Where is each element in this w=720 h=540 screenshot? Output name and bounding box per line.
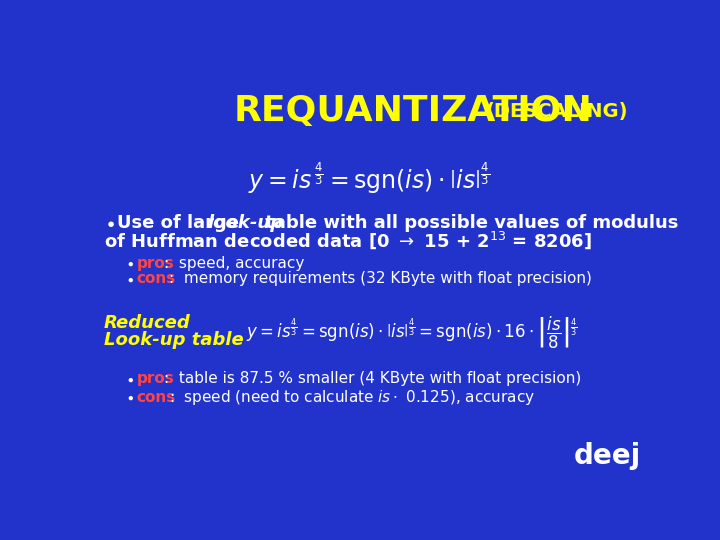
Text: $y = is^{\frac{4}{3}} = \mathrm{sgn}(is) \cdot \left|is\right|^{\frac{4}{3}} = \: $y = is^{\frac{4}{3}} = \mathrm{sgn}(is)… xyxy=(246,315,577,351)
Text: $\bullet$: $\bullet$ xyxy=(125,372,134,387)
Text: $y = is^{\,\frac{4}{3}} = \mathrm{sgn}(is) \cdot \left|is\right|^{\frac{4}{3}}$: $y = is^{\,\frac{4}{3}} = \mathrm{sgn}(i… xyxy=(248,161,490,197)
Text: :  speed, accuracy: : speed, accuracy xyxy=(164,256,305,271)
Text: Use of large: Use of large xyxy=(117,214,246,232)
Text: cons: cons xyxy=(137,272,176,286)
Text: $\bullet$: $\bullet$ xyxy=(104,213,115,232)
Text: $\bullet$: $\bullet$ xyxy=(125,272,134,286)
Text: pros: pros xyxy=(137,256,174,271)
Text: :  memory requirements (32 KByte with float precision): : memory requirements (32 KByte with flo… xyxy=(169,272,592,286)
Text: REQUANTIZATION: REQUANTIZATION xyxy=(233,94,593,128)
Text: $\bullet$: $\bullet$ xyxy=(125,256,134,271)
Text: deej: deej xyxy=(574,442,642,470)
Text: Look-up table: Look-up table xyxy=(104,332,243,349)
Text: look-up: look-up xyxy=(208,214,284,232)
Text: (DESCALING): (DESCALING) xyxy=(485,102,628,120)
Text: pros: pros xyxy=(137,372,174,387)
Text: :  table is 87.5 % smaller (4 KByte with float precision): : table is 87.5 % smaller (4 KByte with … xyxy=(164,372,582,387)
Text: table with all possible values of modulus: table with all possible values of modulu… xyxy=(259,214,678,232)
Text: of Huffman decoded data [0 $\rightarrow$ 15 + 2$^{13}$ = 8206]: of Huffman decoded data [0 $\rightarrow$… xyxy=(104,230,592,251)
Text: cons: cons xyxy=(137,390,176,405)
Text: Reduced: Reduced xyxy=(104,314,191,332)
Text: $\bullet$: $\bullet$ xyxy=(125,390,134,405)
Text: :  speed (need to calculate $is\cdot$ 0.125), accuracy: : speed (need to calculate $is\cdot$ 0.1… xyxy=(169,388,535,407)
